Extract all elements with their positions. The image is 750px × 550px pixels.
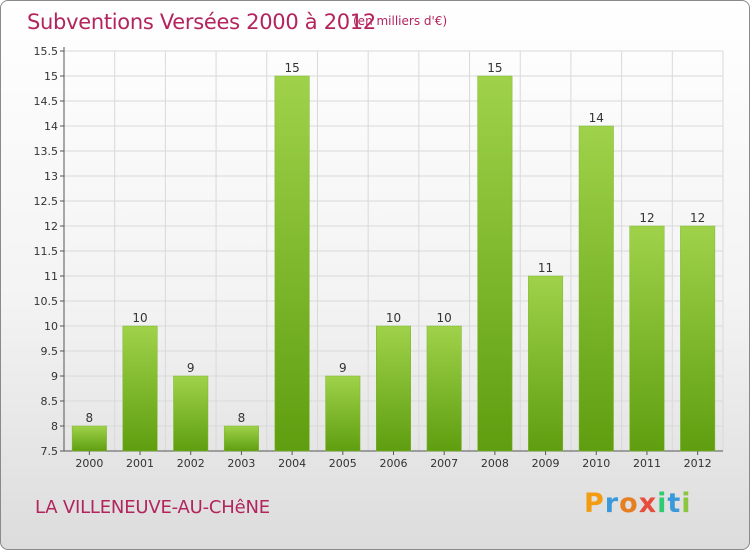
x-tick-label: 2009	[532, 457, 560, 470]
x-tick-label: 2007	[430, 457, 458, 470]
logo-letter: t	[667, 488, 682, 519]
y-tick-label: 11.5	[34, 245, 59, 258]
y-tick-label: 15	[44, 70, 58, 83]
y-tick-label: 10	[44, 320, 58, 333]
labels: 8 2000 10 2001 9 2002 8 2003 15 2004 9 2005 10 2006 10…	[75, 61, 711, 470]
bar-2010	[578, 125, 614, 452]
commune-name: LA VILLENEUVE-AU-CHêNE	[35, 497, 270, 518]
y-tick-label: 7.5	[41, 445, 59, 458]
data-label: 10	[132, 311, 147, 325]
bar-2004	[274, 75, 310, 452]
y-tick-label: 12.5	[34, 195, 59, 208]
y-tick-label: 15.5	[34, 45, 59, 58]
bar-2012	[680, 225, 716, 452]
y-tick-label: 13	[44, 170, 58, 183]
y-tick-label: 14.5	[34, 95, 59, 108]
logo-letter: x	[638, 488, 658, 519]
logo-letter: r	[604, 488, 620, 519]
y-tick-label: 12	[44, 220, 58, 233]
bar-2007	[426, 325, 462, 452]
axes: 7.5 8 8.5 9 9.5 10 10.5 11 11.5 12 12.5 13 13.5 14 14.…	[34, 45, 723, 458]
logo-letter: P	[584, 488, 605, 519]
y-tick-label: 9	[51, 370, 58, 383]
x-tick-label: 2005	[329, 457, 357, 470]
x-tick-label: 2002	[177, 457, 205, 470]
data-label: 10	[437, 311, 452, 325]
data-label: 12	[639, 211, 654, 225]
x-tick-label: 2008	[481, 457, 509, 470]
y-tick-label: 9.5	[41, 345, 59, 358]
logo-letter: i	[657, 488, 668, 519]
x-tick-label: 2010	[582, 457, 610, 470]
chart-title: Subventions Versées 2000 à 2012	[27, 10, 376, 34]
y-tick-label: 8	[51, 420, 58, 433]
data-label: 8	[238, 411, 246, 425]
data-label: 15	[284, 61, 299, 75]
bar-2011	[629, 225, 665, 452]
y-tick-label: 8.5	[41, 395, 59, 408]
y-tick-label: 13.5	[34, 145, 59, 158]
bar-2000	[71, 425, 107, 452]
x-tick-label: 2003	[227, 457, 255, 470]
y-tick-label: 11	[44, 270, 58, 283]
x-tick-label: 2011	[633, 457, 661, 470]
bar-2009	[528, 275, 564, 452]
data-label: 10	[386, 311, 401, 325]
y-tick-label: 14	[44, 120, 58, 133]
data-label: 11	[538, 261, 553, 275]
x-tick-label: 2012	[684, 457, 712, 470]
data-label: 15	[487, 61, 502, 75]
data-label: 9	[187, 361, 195, 375]
bar-2006	[376, 325, 411, 452]
bar-2005	[325, 375, 361, 452]
data-label: 9	[339, 361, 347, 375]
x-tick-label: 2001	[126, 457, 154, 470]
bars	[71, 75, 716, 452]
x-tick-label: 2006	[380, 457, 408, 470]
data-label: 12	[690, 211, 705, 225]
y-tick-label: 10.5	[34, 295, 59, 308]
x-tick-label: 2004	[278, 457, 306, 470]
logo-letter: o	[619, 488, 639, 519]
bar-2002	[173, 375, 209, 452]
bar-2001	[122, 325, 158, 452]
x-tick-label: 2000	[75, 457, 103, 470]
chart-subtitle: (en milliers d'€)	[353, 14, 448, 28]
logo-letter: i	[681, 488, 692, 519]
data-label: 8	[86, 411, 94, 425]
proxiti-logo: Proxiti	[584, 488, 692, 519]
data-label: 14	[589, 111, 604, 125]
bar-2008	[477, 75, 513, 452]
bar-2003	[223, 425, 259, 452]
